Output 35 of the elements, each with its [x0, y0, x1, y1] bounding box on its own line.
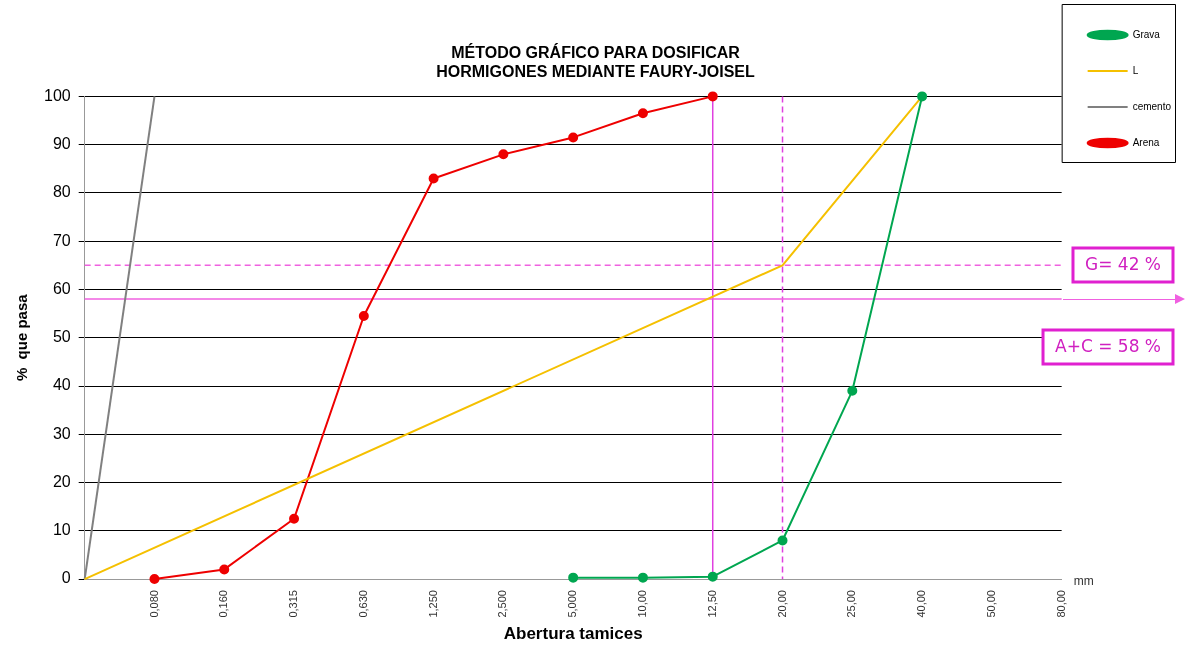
x-tick-label: 1,250 — [426, 590, 439, 618]
y-tick-label: 0 — [61, 569, 71, 587]
y-axis-title: % que pasa — [13, 293, 31, 382]
chart-title: MÉTODO GRÁFICO PARA DOSIFICAR HORMIGONES MEDIANTE FAURY-JOISEL — [436, 43, 755, 81]
x-tick-label: 40,00 — [915, 590, 928, 618]
x-tick-label: 12,50 — [705, 590, 718, 618]
x-tick-label: 0,630 — [356, 590, 369, 618]
legend-label: L — [1132, 64, 1139, 76]
y-tick-label: 100 — [43, 86, 71, 104]
x-tick-label: 25,00 — [845, 590, 858, 618]
y-tick-label: 10 — [52, 521, 71, 539]
legend-label: Arena — [1132, 136, 1160, 148]
legend-label: Grava — [1132, 28, 1161, 40]
x-tick-label: 20,00 — [775, 590, 788, 618]
y-tick-label: 80 — [52, 183, 71, 201]
annotation: A+C = 58 % — [1055, 335, 1161, 356]
y-tick-label: 90 — [52, 135, 71, 153]
y-tick-label: 40 — [52, 376, 71, 394]
y-tick-label: 30 — [52, 424, 71, 442]
x-tick-label: 5,000 — [566, 590, 579, 618]
x-tick-label: 0,160 — [217, 590, 230, 618]
text: mm — [1073, 574, 1094, 589]
y-tick-label: 60 — [52, 279, 71, 297]
y-tick-label: 70 — [52, 231, 71, 249]
x-tick-label: 50,00 — [984, 590, 997, 618]
y-tick-label: 20 — [52, 472, 71, 490]
text: G= 42 % — [1084, 253, 1161, 274]
x-tick-label: 2,500 — [496, 590, 509, 618]
x-tick-label: 80,00 — [1054, 590, 1067, 618]
x-axis-title: Abertura tamices — [503, 624, 643, 644]
x-tick-label: 0,080 — [147, 590, 160, 618]
x-tick-label: 0,315 — [287, 590, 300, 618]
y-tick-label: 50 — [52, 328, 71, 346]
x-tick-label: 10,00 — [635, 590, 648, 618]
legend-label: cemento — [1132, 100, 1172, 112]
